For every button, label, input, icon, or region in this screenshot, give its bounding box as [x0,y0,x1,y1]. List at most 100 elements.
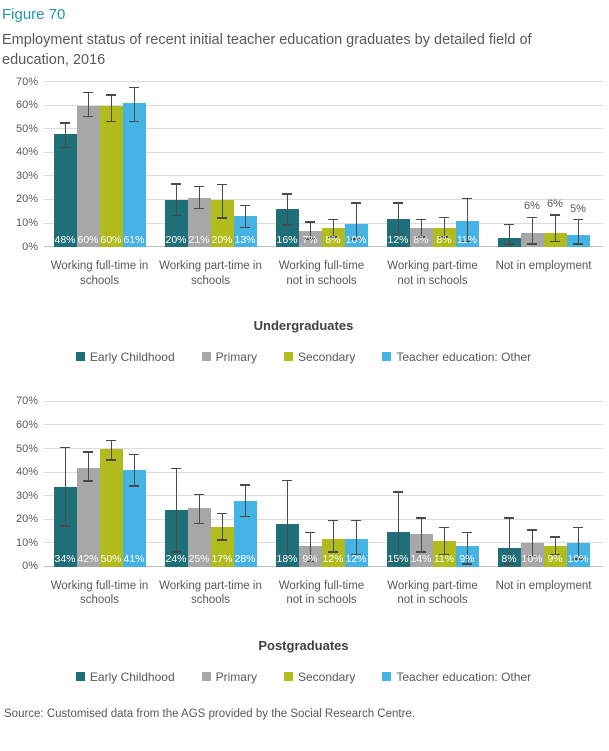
bar-value-label: 28% [234,553,256,566]
gridline [44,495,603,497]
bar-value-label: 11% [433,553,455,566]
error-bar-stem [397,202,399,236]
gridline [44,424,603,426]
bar-value-label: 6% [524,200,540,213]
legend-label: Early Childhood [89,349,175,364]
error-bar-stem [87,91,89,118]
error-bar-stem [110,439,112,461]
bar-value-label: 10% [567,553,589,566]
error-bar [573,526,583,560]
error-bar [351,519,361,556]
error-bar-cap-bottom [393,560,403,563]
error-bar [328,218,338,238]
error-bar-cap-bottom [171,214,181,217]
bar [497,223,521,248]
bar: 10% [344,202,368,248]
error-bar-cap-bottom [527,243,537,245]
error-bar [416,218,426,238]
category-label: Working part-time not in schools [387,579,478,607]
legend-item: Primary [201,669,257,684]
error-bar [60,122,70,149]
y-tick-label: 60% [15,418,38,431]
legend-label: Primary [215,349,257,364]
error-bar-cap-bottom [60,525,70,527]
bar-value-label: 20% [165,233,187,246]
error-bar [282,479,292,558]
legend: Early Childhood Primary Secondary Teacher e… [2,670,605,684]
error-bar-stem [309,221,311,241]
undergraduates-chart: 0% 10% 20% 30% 40% 50% 60% 70% 48% 60% 60% 61% 20% 21… [2,76,605,364]
bar-value-label: 24% [165,553,187,566]
error-bar-stem [309,531,311,563]
legend-label: Teacher education: Other [396,669,532,684]
error-bar-cap-bottom [129,120,139,123]
bar-value-label: 8% [501,553,517,566]
bar-value-label: 9% [302,553,318,566]
category-axis: Working full-time in schools Working part… [44,259,605,288]
bar-group: 12% 8% 8% 11% [377,82,488,248]
bar: 41% [122,453,146,567]
error-bar-cap-bottom [194,207,204,210]
error-bar [305,221,315,241]
error-bar-cap-bottom [550,553,560,556]
error-bar [462,531,472,565]
bar-value-label: 21% [188,233,210,246]
bar-value-label: 34% [54,553,76,566]
error-bar [573,218,583,245]
bar: 25% [187,493,211,567]
error-bar [83,91,93,118]
legend-swatch-icon [75,672,85,682]
y-tick-label: 0% [22,560,38,573]
error-bar [129,453,139,487]
error-bar [60,446,70,527]
legend-item: Early Childhood [75,669,175,684]
category-label: Working part-time in schools [159,260,262,287]
category-label: Not in employment [495,579,592,592]
category-axis: Working full-time in schools Working part… [44,579,605,608]
error-bar-cap-bottom [351,553,361,556]
bar-value-label: 48% [54,233,76,246]
legend-swatch-icon [75,352,85,362]
bar: 28% [233,484,257,567]
error-bar-stem [397,491,399,563]
bar: 8% [321,218,345,248]
error-bar [550,536,560,556]
bar-value-label: 9% [547,553,563,566]
error-bar [527,216,537,245]
bar-value-label: 12% [387,233,409,246]
error-bar-stem [554,214,556,243]
error-bar-cap-bottom [129,485,139,487]
error-bar-cap-bottom [550,240,560,243]
bar-group: 20% 21% 20% 13% [155,82,266,248]
bar-value-label: 10% [345,233,367,246]
error-bar-stem [332,218,334,238]
chart-subtitle: Postgraduates [258,637,349,653]
error-bar [282,192,292,226]
legend-label: Primary [215,669,257,684]
error-bar [106,439,116,461]
legend-swatch-icon [201,672,211,682]
legend-label: Early Childhood [89,669,175,684]
error-bar-stem [286,479,288,558]
legend-item: Teacher education: Other [382,350,531,364]
error-bar-stem [221,183,223,219]
plot-area: 34% 42% 50% 41% 24% 25% 17% 28% 18% 9% 12% 12% 15% 14… [44,400,605,567]
error-bar-cap-bottom [282,224,292,226]
error-bar [504,517,514,565]
bar-value-label: 12% [345,553,367,566]
legend-item: Secondary [283,349,356,364]
category-label: Working part-time not in schools [387,260,478,287]
legend-swatch-icon [201,352,211,362]
legend-label: Secondary [297,349,356,364]
bar-value-label: 12% [322,553,344,566]
error-bar-cap-bottom [217,539,227,541]
y-tick-label: 20% [15,193,38,206]
bar: 14% [409,517,433,567]
error-bar-cap-bottom [106,120,116,123]
error-bar [439,526,449,556]
error-bar-cap-bottom [504,562,514,565]
error-bar [106,93,116,123]
bar: 17% [210,512,234,567]
bar: 24% [164,467,188,567]
plot-area: 48% 60% 60% 61% 20% 21% 20% 13% 16% 7% 8% 10% 12% 8% 8… [44,81,605,248]
